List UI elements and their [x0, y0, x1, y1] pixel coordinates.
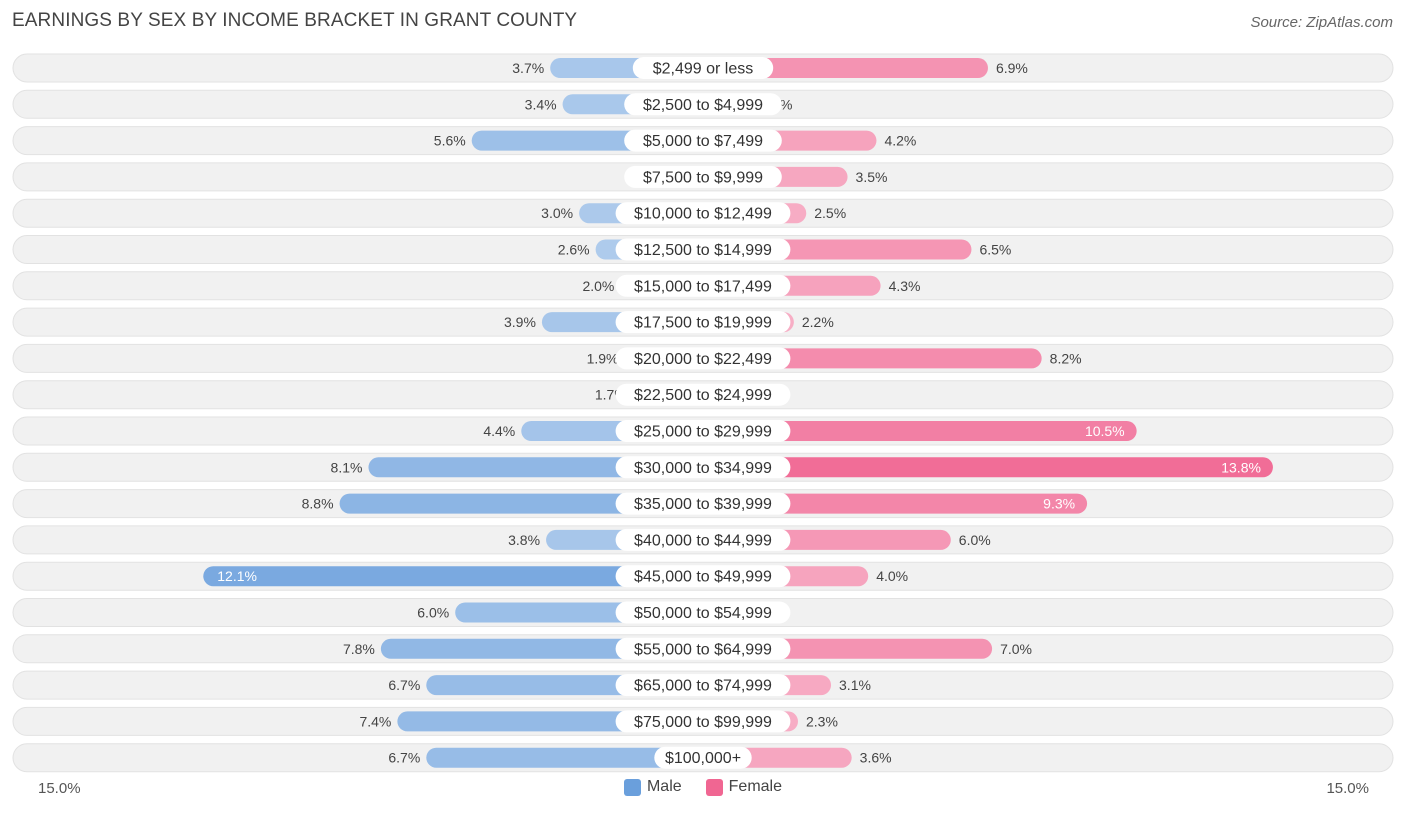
male-value-label: 6.7%: [388, 677, 420, 693]
male-value-label: 3.4%: [525, 96, 557, 112]
female-value-label: 7.0%: [1000, 641, 1032, 657]
category-label: $35,000 to $39,999: [634, 496, 772, 513]
category-label: $20,000 to $22,499: [634, 351, 772, 368]
category-label-pill: [615, 528, 791, 551]
chart-title: EARNINGS BY SEX BY INCOME BRACKET IN GRA…: [12, 10, 578, 31]
female-value-label: 3.1%: [839, 677, 871, 693]
male-value-label: 12.1%: [217, 568, 257, 584]
category-label-pill: [624, 165, 782, 188]
category-label-pill: [615, 492, 791, 515]
category-label-pill: [615, 274, 791, 297]
female-value-label: 8.2%: [1050, 350, 1082, 366]
female-value-label: 3.5%: [856, 169, 888, 185]
female-value-label: 13.8%: [1221, 459, 1261, 475]
category-label-pill: [624, 93, 782, 116]
category-label-pill: [615, 565, 791, 588]
female-bar: [703, 493, 1088, 514]
category-label-pill: [624, 129, 782, 152]
male-bar: [203, 566, 703, 587]
category-label-pill: [615, 674, 791, 697]
category-label: $10,000 to $12,499: [634, 206, 772, 223]
category-label: $15,000 to $17,499: [634, 278, 772, 295]
legend-male-label: Male: [646, 778, 682, 795]
male-value-label: 1.9%: [587, 350, 619, 366]
female-value-label: 6.0%: [959, 532, 991, 548]
legend: Male Female: [0, 778, 1406, 796]
category-label: $12,500 to $14,999: [634, 242, 772, 259]
category-label: $22,500 to $24,999: [634, 387, 772, 404]
source-label: Source: ZipAtlas.com: [1250, 14, 1393, 31]
category-label: $50,000 to $54,999: [634, 605, 772, 622]
female-value-label: 4.0%: [876, 568, 908, 584]
category-label-pill: [615, 347, 791, 370]
category-label: $45,000 to $49,999: [634, 569, 772, 586]
female-value-label: 2.5%: [814, 205, 846, 221]
category-label: $65,000 to $74,999: [634, 678, 772, 695]
female-bar: [703, 58, 988, 78]
male-value-label: 3.7%: [512, 60, 544, 76]
female-value-label: 4.3%: [889, 278, 921, 294]
category-label: $2,500 to $4,999: [643, 97, 763, 114]
male-value-label: 3.9%: [504, 314, 536, 330]
category-label-pill: [615, 456, 791, 479]
category-label-pill: [615, 202, 791, 225]
category-label: $5,000 to $7,499: [643, 133, 763, 150]
category-label-pill: [615, 710, 791, 733]
male-value-label: 4.4%: [483, 423, 515, 439]
male-value-label: 3.0%: [541, 205, 573, 221]
female-value-label: 3.6%: [860, 750, 892, 766]
female-bar: [703, 421, 1137, 441]
category-label-pill: [615, 601, 791, 624]
category-label-pill: [615, 238, 791, 261]
male-value-label: 3.8%: [508, 532, 540, 548]
category-label: $2,499 or less: [653, 61, 754, 78]
category-label-pill: [632, 57, 774, 79]
male-value-label: 7.8%: [343, 641, 375, 657]
female-value-label: 2.2%: [802, 314, 834, 330]
category-label-pill: [615, 311, 791, 334]
category-label: $100,000+: [665, 750, 741, 767]
legend-male[interactable]: Male: [623, 778, 682, 796]
legend-female-label: Female: [728, 778, 783, 795]
category-label-pill: [615, 383, 791, 406]
category-label: $30,000 to $34,999: [634, 460, 772, 477]
male-value-label: 2.6%: [558, 242, 590, 258]
category-label: $55,000 to $64,999: [634, 641, 772, 658]
category-label-pill: [615, 637, 791, 660]
legend-female[interactable]: Female: [705, 778, 783, 796]
male-bar: [426, 747, 703, 768]
male-value-label: 2.0%: [582, 278, 614, 294]
female-bar: [703, 457, 1273, 478]
female-value-label: 6.5%: [979, 242, 1011, 258]
male-value-label: 8.1%: [331, 459, 363, 475]
legend-female-swatch: [705, 778, 723, 796]
female-value-label: 10.5%: [1085, 423, 1125, 439]
category-label-pill: [615, 420, 791, 442]
axis-left-label: 15.0%: [38, 780, 81, 797]
female-value-label: 4.2%: [884, 133, 916, 149]
category-label: $75,000 to $99,999: [634, 714, 772, 731]
male-value-label: 7.4%: [359, 713, 391, 729]
female-value-label: 9.3%: [1043, 496, 1075, 512]
category-label: $40,000 to $44,999: [634, 532, 772, 549]
female-value-label: 6.9%: [996, 60, 1028, 76]
male-value-label: 8.8%: [302, 496, 334, 512]
male-value-label: 6.0%: [417, 605, 449, 621]
category-label: $25,000 to $29,999: [634, 424, 772, 441]
category-label: $17,500 to $19,999: [634, 315, 772, 332]
category-label: $7,500 to $9,999: [643, 169, 763, 186]
female-value-label: 2.3%: [806, 713, 838, 729]
legend-male-swatch: [623, 778, 641, 796]
male-bar: [339, 493, 703, 514]
male-value-label: 5.6%: [434, 133, 466, 149]
category-label-pill: [654, 746, 752, 769]
male-value-label: 6.7%: [388, 750, 420, 766]
axis-right-label: 15.0%: [1326, 780, 1369, 797]
